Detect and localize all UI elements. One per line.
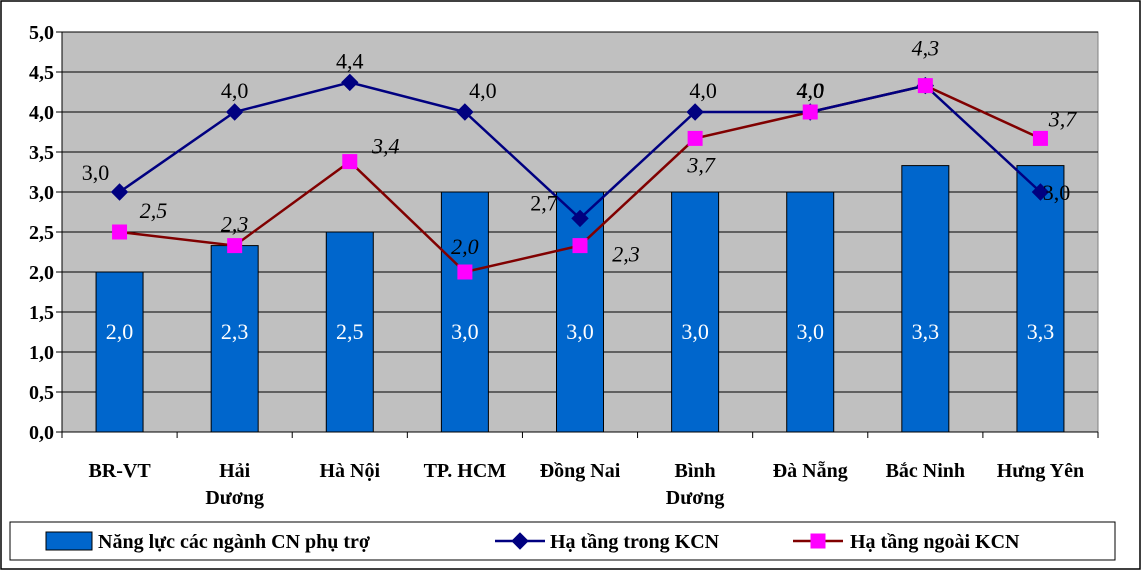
marker-inside-kcn: [225, 103, 244, 121]
line-data-label-outside-kcn: 3,7: [686, 152, 716, 177]
line-series: [110, 73, 1050, 280]
data-labels: 2,0 2,3 2,5 3,0 3,0 3,0 3,0 3,3 3,3 3,0 4,0 4,4 4,0 2…: [82, 36, 1077, 344]
line-data-label-outside-kcn: 4,3: [912, 36, 940, 61]
x-tick-label: Đồng Nai: [540, 460, 621, 482]
marker-outside-kcn: [572, 238, 588, 254]
legend-label-bar: Năng lực các ngành CN phụ trợ: [98, 531, 370, 553]
bar: [210, 245, 259, 433]
x-axis-ticks: BR-VT Hải Dương Hà Nội TP. HCM Đồng Nai Bình Dư…: [88, 460, 1084, 509]
bar: [95, 271, 144, 433]
bar-data-label: 3,0: [681, 319, 709, 344]
x-tick-label: Dương: [205, 487, 264, 509]
y-tick-label: 4,5: [29, 62, 54, 84]
line-data-label-inside-kcn: 3,0: [82, 160, 110, 185]
line-data-label-outside-kcn: 2,3: [221, 212, 249, 237]
line-data-label-inside-kcn: 4,0: [469, 78, 497, 103]
legend-swatch-bar: [45, 531, 93, 551]
bar-data-label: 3,3: [912, 319, 940, 344]
y-tick-label: 1,0: [29, 342, 54, 364]
line-data-label-inside-kcn: 4,0: [689, 78, 717, 103]
bar-data-label: 3,0: [796, 319, 824, 344]
legend-marker-inside-kcn: [511, 532, 529, 550]
y-tick-label: 2,5: [29, 222, 54, 244]
y-tick-label: 0,5: [29, 382, 54, 404]
legend: Năng lực các ngành CN phụ trợ Hạ tầng tro…: [9, 521, 1116, 561]
y-tick-label: 4,0: [29, 102, 54, 124]
bar: [671, 191, 720, 433]
bar-data-label: 3,0: [566, 319, 594, 344]
marker-inside-kcn: [456, 103, 474, 121]
line-data-label-inside-kcn: 4,0: [221, 78, 249, 103]
line-data-label-outside-kcn: 2,0: [451, 234, 479, 259]
marker-outside-kcn: [342, 154, 358, 170]
x-tick-label: Hưng Yên: [997, 460, 1084, 482]
marker-outside-kcn: [917, 78, 933, 94]
marker-outside-kcn: [457, 264, 473, 280]
bar: [325, 231, 374, 433]
marker-inside-kcn: [1031, 183, 1050, 201]
x-tick-label: Hải: [219, 460, 251, 482]
y-tick-label: 3,5: [29, 142, 54, 164]
line-data-label-outside-kcn: 2,5: [140, 198, 168, 223]
y-tick-label: 2,0: [29, 262, 54, 284]
marker-outside-kcn: [802, 104, 818, 120]
bar-data-label: 2,0: [106, 319, 134, 344]
legend-label-outside-kcn: Hạ tầng ngoài KCN: [850, 531, 1020, 553]
bar: [901, 165, 950, 433]
line-data-label-inside-kcn: 3,0: [1043, 180, 1071, 205]
legend-box: [9, 521, 1116, 561]
y-axis-ticks: 0,0 0,5 1,0 1,5 2,0 2,5 3,0 3,5 4,0 4,5 5,0: [29, 22, 54, 444]
x-tick-label: Hà Nội: [319, 460, 380, 482]
x-tick-label: TP. HCM: [424, 460, 507, 482]
marker-outside-kcn: [1032, 130, 1048, 146]
bar: [786, 191, 835, 433]
y-tick-label: 0,0: [29, 422, 54, 444]
bar-data-label: 3,0: [451, 319, 479, 344]
x-tick-label: Bắc Ninh: [886, 460, 965, 482]
bar: [556, 191, 604, 433]
bar-data-label: 2,5: [336, 319, 364, 344]
x-tick-label: Bình: [675, 460, 716, 482]
bar: [440, 191, 489, 433]
line-data-label-inside-kcn: 4,0: [796, 78, 824, 103]
line-data-label-outside-kcn: 3,7: [1048, 106, 1078, 131]
y-tick-label: 1,5: [29, 302, 54, 324]
axes: [56, 31, 1099, 438]
marker-inside-kcn: [571, 209, 589, 228]
x-tick-label: BR-VT: [88, 460, 151, 482]
line-data-label-outside-kcn: 4,0: [796, 78, 824, 103]
x-tick-label: Dương: [666, 487, 725, 509]
y-tick-label: 3,0: [29, 182, 54, 204]
bar: [1016, 165, 1065, 433]
legend-marker-outside-kcn: [810, 533, 826, 549]
marker-inside-kcn: [341, 73, 359, 92]
marker-inside-kcn: [110, 183, 129, 201]
line-data-label-outside-kcn: 2,3: [612, 242, 640, 267]
line-data-label-outside-kcn: 3,4: [371, 134, 400, 159]
y-tick-label: 5,0: [29, 22, 54, 44]
bar-data-label: 2,3: [221, 319, 249, 344]
legend-label-inside-kcn: Hạ tầng trong KCN: [550, 531, 720, 553]
line-data-label-inside-kcn: 2,7: [530, 190, 558, 215]
x-tick-label: Đà Nẵng: [773, 460, 848, 482]
bar-data-label: 3,3: [1027, 319, 1055, 344]
marker-outside-kcn: [112, 224, 128, 240]
line-data-label-inside-kcn: 4,4: [336, 48, 364, 73]
marker-outside-kcn: [687, 130, 703, 146]
marker-outside-kcn: [227, 238, 243, 254]
marker-inside-kcn: [686, 103, 704, 121]
